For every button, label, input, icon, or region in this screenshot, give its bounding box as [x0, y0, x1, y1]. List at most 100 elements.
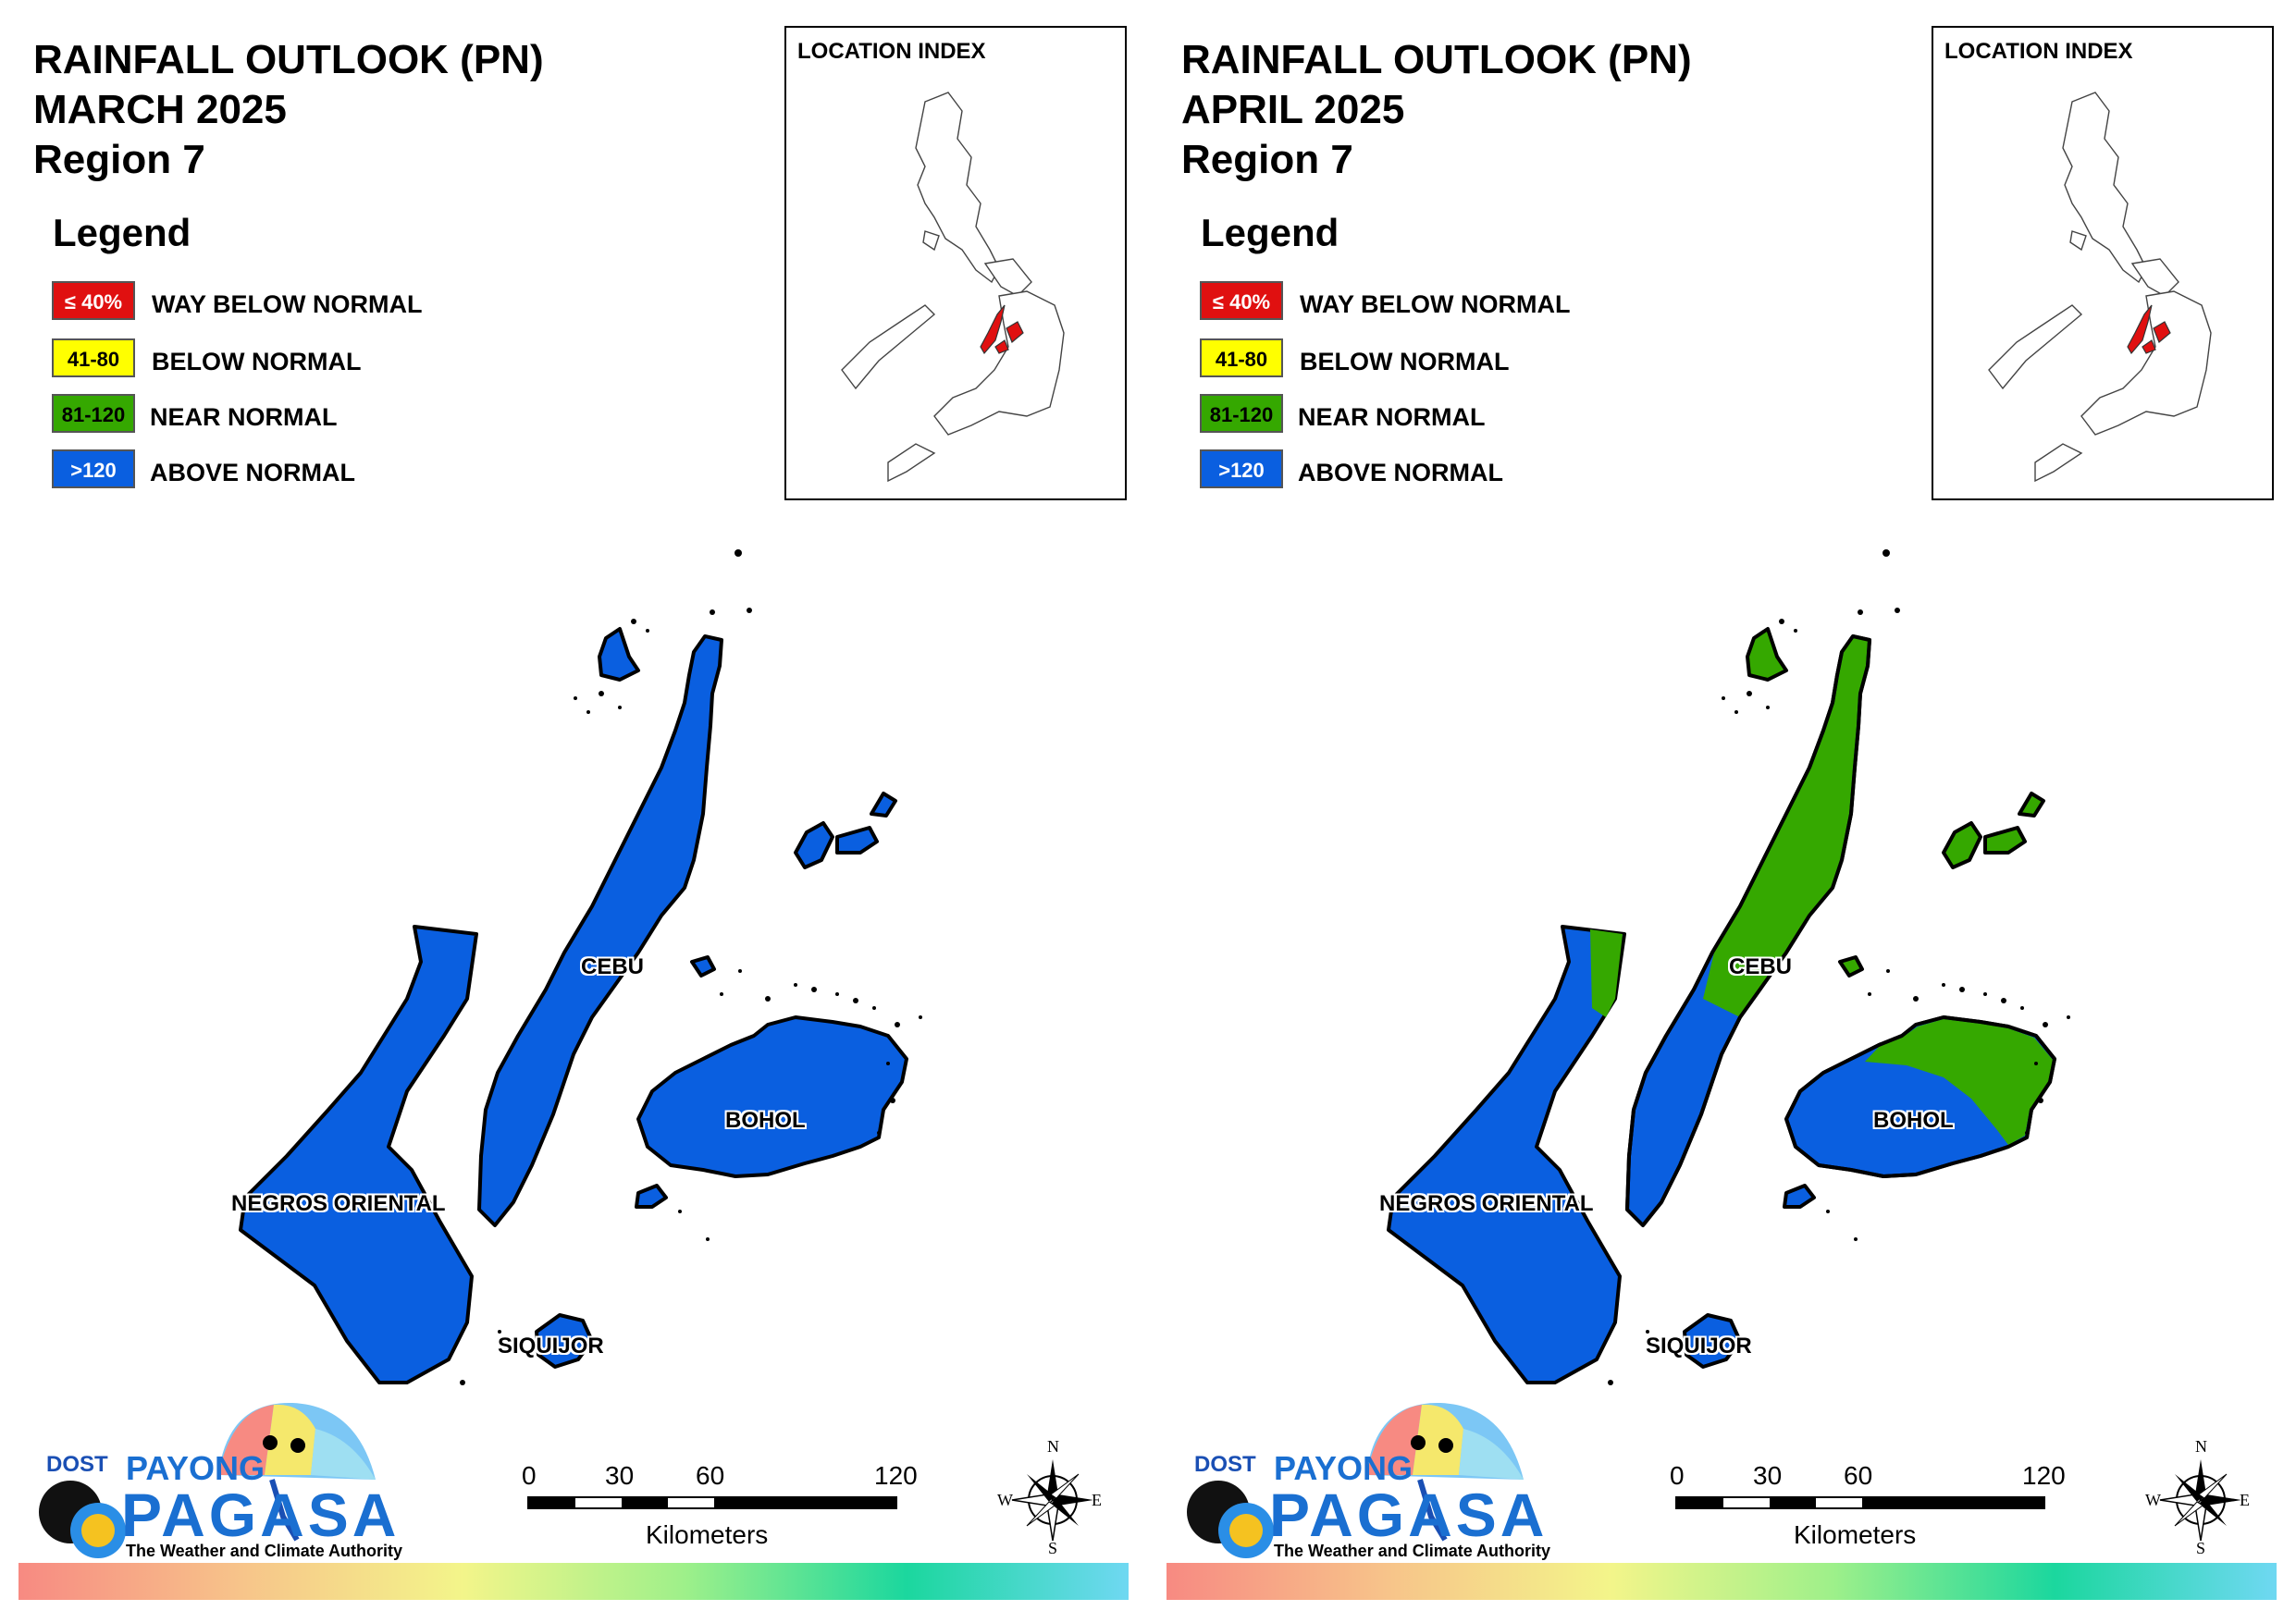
- mactan-island: [690, 955, 716, 977]
- compass-s: S: [1048, 1539, 1058, 1557]
- bohol-near-normal-zone: [1865, 1019, 2053, 1145]
- region7-map: [239, 549, 922, 1385]
- camotes-island: [1942, 821, 1982, 869]
- logo-tagline: The Weather and Climate Authority: [126, 1542, 403, 1560]
- legend-label: ABOVE NORMAL: [1298, 459, 1503, 486]
- negros-label: NEGROS ORIENTAL: [1379, 1191, 1594, 1216]
- scale-tick: 60: [696, 1461, 725, 1490]
- footer-gradient-bar: [1167, 1563, 2277, 1600]
- camotes-island: [835, 826, 879, 855]
- scale-bar: 0 30 60 120 Kilometers: [522, 1461, 918, 1554]
- logo-dost: DOST: [46, 1452, 108, 1477]
- compass-w: W: [997, 1491, 1013, 1509]
- outlook-panel-march: RAINFALL OUTLOOK (PN) MARCH 2025 Region …: [19, 26, 1129, 1600]
- siquijor-region: [535, 1313, 594, 1369]
- bantayan-island: [598, 627, 640, 682]
- compass-rose-icon: [2159, 1459, 2241, 1542]
- cebu-label: CEBU: [1729, 954, 1793, 979]
- bantayan-island: [1746, 627, 1788, 682]
- inset-title: LOCATION INDEX: [1944, 39, 2133, 64]
- title-line-3: Region 7: [1181, 137, 1353, 182]
- legend-label: NEAR NORMAL: [1298, 403, 1486, 431]
- legend-title: Legend: [1201, 211, 1339, 254]
- legend-swatch: >120: [52, 449, 135, 488]
- scale-unit: Kilometers: [1794, 1520, 1917, 1549]
- compass-n: N: [1047, 1437, 1059, 1456]
- compass-s: S: [2196, 1539, 2206, 1557]
- outlook-panel-april: RAINFALL OUTLOOK (PN) APRIL 2025 Region …: [1148, 0, 2296, 1623]
- siquijor-region: [1683, 1313, 1742, 1369]
- pagasa-logo: DOST PAYONG PAGASA The Weather and Clima…: [33, 1392, 402, 1563]
- scale-bar-graphic: [1675, 1496, 2045, 1509]
- compass-e: E: [2240, 1491, 2250, 1509]
- map-title: RAINFALL OUTLOOK (PN) APRIL 2025 Region …: [1181, 35, 1692, 185]
- camotes-island: [794, 821, 834, 869]
- logo-tagline: The Weather and Climate Authority: [1274, 1542, 1551, 1560]
- legend-swatch: 41-80: [1200, 338, 1283, 377]
- legend-swatch: 81-120: [52, 394, 135, 433]
- philippines-locator-map: [841, 92, 1065, 483]
- compass-w: W: [2145, 1491, 2161, 1509]
- pagasa-logo: DOST PAYONG PAGASA The Weather and Clima…: [1181, 1392, 1550, 1563]
- legend-label: BELOW NORMAL: [152, 348, 362, 375]
- logo-pagasa: PAGASA: [1269, 1481, 1549, 1549]
- scale-tick: 120: [874, 1461, 918, 1490]
- compass-n: N: [2195, 1437, 2207, 1456]
- legend-title: Legend: [53, 211, 191, 254]
- compass-e: E: [1092, 1491, 1102, 1509]
- title-line-1: RAINFALL OUTLOOK (PN): [33, 37, 544, 82]
- logo-pagasa: PAGASA: [121, 1481, 401, 1549]
- camotes-island: [870, 792, 897, 818]
- title-line-2: MARCH 2025: [33, 87, 287, 132]
- negros-oriental-region: [239, 925, 478, 1384]
- mactan-island: [1838, 955, 1864, 977]
- scale-tick: 30: [605, 1461, 635, 1490]
- logo-dost: DOST: [1194, 1452, 1256, 1477]
- umbrella-icon: [1187, 1402, 1524, 1558]
- scale-bar-graphic: [527, 1496, 897, 1509]
- cebu-label: CEBU: [581, 954, 645, 979]
- legend-label: ABOVE NORMAL: [150, 459, 355, 486]
- legend-swatch: >120: [1200, 449, 1283, 488]
- bohol-region: [636, 1015, 908, 1178]
- bohol-islet: [635, 1184, 668, 1209]
- legend-label: NEAR NORMAL: [150, 403, 338, 431]
- scale-tick: 30: [1753, 1461, 1783, 1490]
- scale-tick: 0: [522, 1461, 537, 1490]
- legend-label: WAY BELOW NORMAL: [1300, 290, 1571, 318]
- negros-label: NEGROS ORIENTAL: [231, 1191, 446, 1216]
- compass-rose-icon: [1011, 1459, 1093, 1542]
- title-line-3: Region 7: [33, 137, 205, 182]
- logo-payong: PAYONG: [126, 1449, 265, 1487]
- camotes-island: [2018, 792, 2045, 818]
- legend-label: WAY BELOW NORMAL: [152, 290, 423, 318]
- bohol-label: BOHOL: [1873, 1108, 1954, 1133]
- scale-unit: Kilometers: [646, 1520, 769, 1549]
- siquijor-label: SIQUIJOR: [498, 1334, 604, 1359]
- legend-swatch: ≤ 40%: [1200, 281, 1283, 320]
- bohol-label: BOHOL: [725, 1108, 806, 1133]
- inset-title: LOCATION INDEX: [797, 39, 986, 64]
- cebu-near-normal-zone: [1703, 638, 1868, 1017]
- legend-label: BELOW NORMAL: [1300, 348, 1510, 375]
- scale-tick: 120: [2022, 1461, 2066, 1490]
- negros-oriental-region: [1387, 925, 1626, 1384]
- location-index-inset: LOCATION INDEX: [784, 26, 1127, 500]
- scale-tick: 60: [1844, 1461, 1873, 1490]
- north-arrow: N S E W: [997, 1437, 1102, 1557]
- cebu-region: [477, 634, 723, 1227]
- legend-swatch: ≤ 40%: [52, 281, 135, 320]
- location-index-inset: LOCATION INDEX: [1932, 26, 2274, 500]
- region7-map: [1387, 549, 2070, 1385]
- bohol-islet: [1783, 1184, 1816, 1209]
- map-title: RAINFALL OUTLOOK (PN) MARCH 2025 Region …: [33, 35, 544, 185]
- north-arrow: N S E W: [2145, 1437, 2250, 1557]
- legend-swatch: 41-80: [52, 338, 135, 377]
- title-line-2: APRIL 2025: [1181, 87, 1405, 132]
- umbrella-icon: [39, 1402, 376, 1558]
- footer-gradient-bar: [19, 1563, 1129, 1600]
- philippines-locator-map: [1988, 92, 2212, 483]
- legend-swatch: 81-120: [1200, 394, 1283, 433]
- logo-payong: PAYONG: [1274, 1449, 1413, 1487]
- camotes-island: [1983, 826, 2027, 855]
